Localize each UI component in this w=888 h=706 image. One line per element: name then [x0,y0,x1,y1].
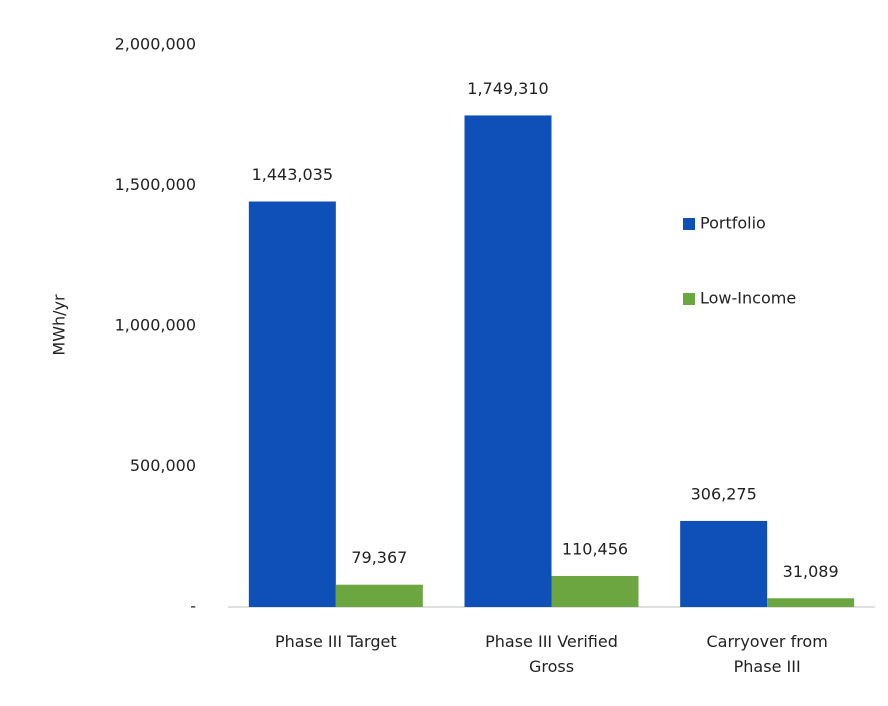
data-label: 1,749,310 [467,79,548,98]
legend-swatch [683,293,695,305]
data-label: 31,089 [783,562,839,581]
x-tick-label: Phase III Target [275,632,397,651]
data-label: 110,456 [562,539,628,558]
y-tick-label: 2,000,000 [115,35,196,54]
bar [464,115,552,607]
data-label: 79,367 [351,548,407,567]
y-tick-label: 1,000,000 [115,316,196,335]
bar [551,575,639,607]
y-tick-label: 1,500,000 [115,175,196,194]
legend-swatch [683,218,695,230]
y-axis-label: MWh/yr [50,294,69,356]
data-label: 1,443,035 [252,165,333,184]
legend-label: Low-Income [700,289,796,308]
bar [767,598,855,607]
bar [680,520,768,607]
x-tick-label: Phase III Verified Gross [485,632,618,676]
y-tick-label: 500,000 [130,456,196,475]
bar [335,584,423,607]
bar [248,201,336,607]
x-tick-label: Carryover from Phase III [706,632,828,676]
y-tick-label: - [190,597,196,616]
data-label: 306,275 [691,484,757,503]
legend-label: Portfolio [700,214,766,233]
